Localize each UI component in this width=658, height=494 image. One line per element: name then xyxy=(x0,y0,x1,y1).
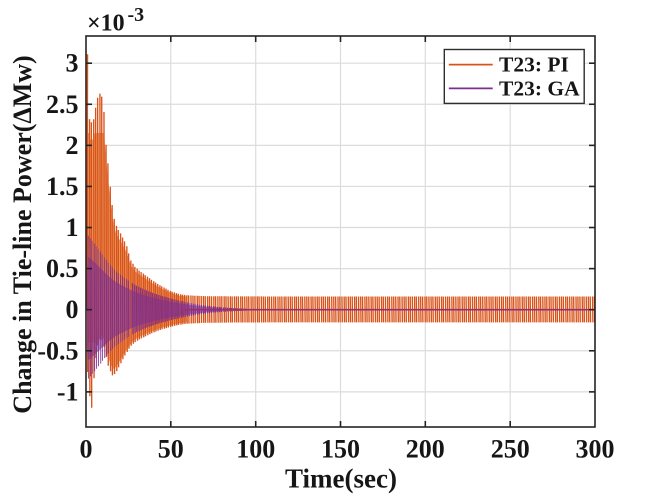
svg-text:-3: -3 xyxy=(128,4,145,26)
svg-text:150: 150 xyxy=(321,435,360,464)
svg-text:0: 0 xyxy=(66,295,79,324)
svg-text:300: 300 xyxy=(576,435,615,464)
svg-text:200: 200 xyxy=(406,435,445,464)
svg-text:50: 50 xyxy=(158,435,184,464)
svg-text:T23: PI: T23: PI xyxy=(499,53,569,77)
svg-text:×10: ×10 xyxy=(87,11,125,37)
svg-text:-1: -1 xyxy=(57,377,79,406)
svg-text:100: 100 xyxy=(236,435,275,464)
svg-text:1.5: 1.5 xyxy=(46,172,79,201)
svg-text:0: 0 xyxy=(80,435,93,464)
svg-text:Time(sec): Time(sec) xyxy=(285,464,397,494)
svg-text:2.5: 2.5 xyxy=(46,90,79,119)
svg-text:0.5: 0.5 xyxy=(46,254,79,283)
svg-text:2: 2 xyxy=(66,131,79,160)
svg-text:250: 250 xyxy=(491,435,530,464)
svg-text:1: 1 xyxy=(66,213,79,242)
svg-text:3: 3 xyxy=(66,49,79,78)
svg-text:-0.5: -0.5 xyxy=(37,336,78,365)
svg-text:T23: GA: T23: GA xyxy=(499,77,580,101)
svg-text:Change in Tie-line Power(ΔMw): Change in Tie-line Power(ΔMw) xyxy=(8,55,37,413)
